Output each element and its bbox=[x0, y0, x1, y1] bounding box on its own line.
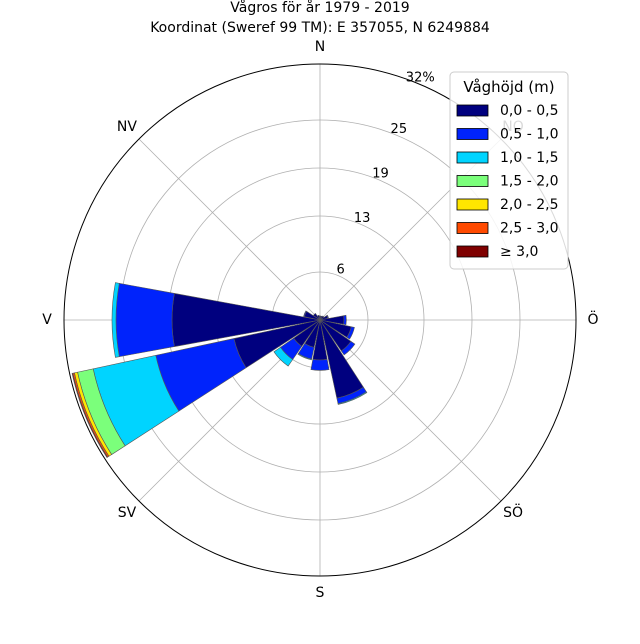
legend-swatch-5 bbox=[456, 198, 489, 211]
radial-tick-label-3: 19 bbox=[372, 167, 389, 182]
direction-label-6: SV bbox=[118, 505, 137, 521]
legend-box bbox=[449, 71, 569, 270]
bar-sector-12-bin-7 bbox=[71, 372, 109, 458]
legend-label-6: 2,5 - 3,0 bbox=[500, 221, 558, 237]
bar-sector-7-bin-2 bbox=[340, 340, 356, 356]
legend-label-7: ≥ 3,0 bbox=[500, 244, 538, 260]
bar-sector-5-bin-2 bbox=[343, 314, 347, 326]
bar-sector-13-bin-3 bbox=[111, 282, 120, 358]
radial-tick-label-1: 6 bbox=[337, 263, 345, 278]
bar-sector-13-bin-2 bbox=[115, 282, 175, 358]
chart-title: Vågros för år 1979 - 2019 Koordinat (Swer… bbox=[150, 0, 490, 36]
legend-swatch-1 bbox=[456, 104, 489, 117]
legend-label-1: 0,0 - 0,5 bbox=[500, 103, 558, 119]
bar-sector-14-bin-2 bbox=[303, 310, 307, 317]
bar-sector-6-bin-2 bbox=[346, 326, 355, 340]
title-line-2: Koordinat (Sweref 99 TM): E 357055, N 62… bbox=[150, 20, 490, 36]
direction-label-4: SÖ bbox=[503, 503, 523, 521]
radial-tick-label-4: 25 bbox=[391, 122, 408, 137]
bar-sector-8-bin-3 bbox=[337, 391, 368, 405]
direction-label-8: NV bbox=[117, 119, 137, 135]
bar-sector-16-bin-1 bbox=[316, 314, 321, 321]
legend-label-5: 2,0 - 2,5 bbox=[500, 197, 558, 213]
legend: Våghöjd (m) 0,0 - 0,5 0,5 - 1,0 1,0 - 1,5 1,… bbox=[449, 71, 569, 270]
radial-tick-label-5: 32% bbox=[406, 70, 435, 85]
bar-sector-11-bin-3 bbox=[273, 346, 294, 367]
legend-swatch-4 bbox=[456, 175, 489, 187]
direction-label-3: Ö bbox=[587, 310, 598, 328]
title-line-1: Vågros för år 1979 - 2019 bbox=[230, 0, 409, 16]
direction-label-5: S bbox=[316, 585, 325, 601]
polar-frame bbox=[63, 63, 577, 577]
direction-label-7: V bbox=[42, 312, 52, 328]
direction-label-1: N bbox=[315, 39, 325, 55]
legend-title: Våghöjd (m) bbox=[463, 78, 554, 96]
bar-sector-9-bin-2 bbox=[310, 359, 330, 371]
bar-sector-10-bin-3 bbox=[297, 353, 312, 361]
sector-bars bbox=[71, 282, 368, 458]
legend-swatch-3 bbox=[456, 151, 489, 164]
grid-spoke-8 bbox=[138, 138, 321, 321]
radial-tick-label-2: 13 bbox=[354, 211, 371, 226]
legend-label-3: 1,0 - 1,5 bbox=[500, 150, 558, 166]
outer-circle bbox=[63, 63, 577, 577]
legend-label-4: 1,5 - 2,0 bbox=[500, 174, 558, 190]
bar-sector-15-bin-1 bbox=[313, 313, 321, 321]
legend-label-2: 0,5 - 1,0 bbox=[500, 127, 558, 143]
legend-swatch-6 bbox=[456, 222, 489, 234]
radial-tick-labels: 6 13 19 25 32% bbox=[337, 70, 435, 277]
legend-swatch-2 bbox=[456, 128, 489, 140]
legend-swatch-7 bbox=[456, 245, 489, 258]
